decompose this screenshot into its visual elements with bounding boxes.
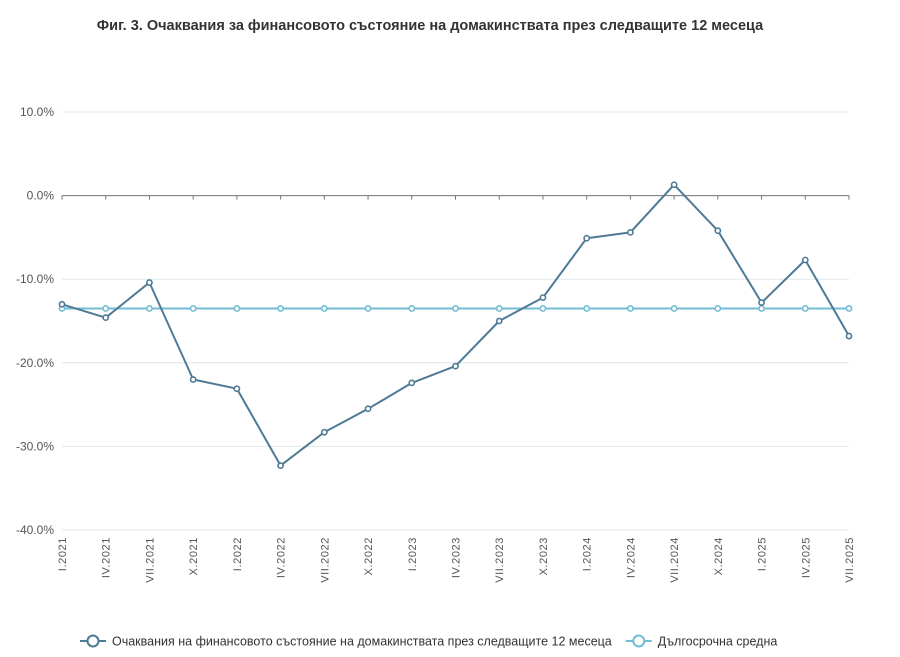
x-tick-label: I.2021 xyxy=(57,537,69,571)
legend-label: Очаквания на финансовото състояние на до… xyxy=(112,635,612,649)
y-tick-label: 10.0% xyxy=(20,105,54,119)
legend-item[interactable]: Дългосрочна средна xyxy=(625,634,778,649)
data-point[interactable] xyxy=(539,305,547,312)
data-point[interactable] xyxy=(670,305,678,312)
x-tick-label: IV.2021 xyxy=(101,537,113,578)
data-point[interactable] xyxy=(189,305,197,312)
x-tick-label: I.2022 xyxy=(232,537,244,571)
data-point[interactable] xyxy=(58,300,66,308)
data-point[interactable] xyxy=(452,362,459,370)
legend[interactable]: Очаквания на финансовото състояние на до… xyxy=(80,634,778,649)
x-tick-label: I.2025 xyxy=(757,537,769,571)
x-tick-label: VII.2024 xyxy=(669,537,681,583)
data-point[interactable] xyxy=(408,305,416,312)
x-tick-label: VII.2023 xyxy=(494,537,506,583)
series-line xyxy=(61,183,850,467)
data-point[interactable] xyxy=(758,299,765,307)
data-point[interactable] xyxy=(626,305,634,312)
y-tick-label: -30.0% xyxy=(16,439,54,453)
x-axis: I.2021 IV.2021 VII.2021 X.2021 I.2022 IV.2022… xyxy=(57,195,856,583)
series-long-term-average xyxy=(58,305,853,312)
data-point[interactable] xyxy=(495,305,503,312)
chart-title: Фиг. 3. Очаквания за финансовото състоян… xyxy=(97,18,764,34)
data-point[interactable] xyxy=(539,294,547,301)
data-point[interactable] xyxy=(189,376,197,383)
legend-marker xyxy=(632,634,646,648)
series-expectations xyxy=(58,181,853,470)
grid-lines xyxy=(62,111,849,531)
x-tick-label: I.2024 xyxy=(582,537,594,571)
y-tick-label: -20.0% xyxy=(16,356,54,370)
data-point[interactable] xyxy=(845,305,853,312)
y-tick-label: -40.0% xyxy=(16,523,54,537)
data-point[interactable] xyxy=(452,305,459,312)
data-point[interactable] xyxy=(320,305,328,312)
x-tick-label: X.2024 xyxy=(713,537,725,575)
data-point[interactable] xyxy=(277,462,285,470)
data-point[interactable] xyxy=(714,305,722,312)
x-tick-label: VII.2022 xyxy=(319,537,331,583)
y-axis: 10.0% 0.0% -10.0% -20.0% -30.0% -40.0% xyxy=(16,105,54,537)
data-point[interactable] xyxy=(320,428,328,436)
data-point[interactable] xyxy=(670,181,678,189)
data-point[interactable] xyxy=(583,234,591,242)
y-tick-label: -10.0% xyxy=(16,272,54,286)
data-point[interactable] xyxy=(801,256,809,264)
data-point[interactable] xyxy=(714,227,722,235)
x-tick-label: IV.2023 xyxy=(451,537,463,578)
data-point[interactable] xyxy=(408,379,416,387)
data-point[interactable] xyxy=(583,305,591,312)
data-point[interactable] xyxy=(146,305,153,312)
x-tick-label: X.2021 xyxy=(188,537,200,575)
x-tick-label: VII.2021 xyxy=(144,537,156,583)
data-point[interactable] xyxy=(233,385,241,393)
data-point[interactable] xyxy=(146,279,153,286)
data-point[interactable] xyxy=(626,228,634,236)
x-tick-label: IV.2024 xyxy=(625,537,637,578)
series-layer xyxy=(58,181,853,470)
x-tick-label: VII.2025 xyxy=(844,537,856,583)
data-point[interactable] xyxy=(758,305,765,312)
legend-label: Дългосрочна средна xyxy=(658,635,778,649)
data-point[interactable] xyxy=(364,405,372,413)
data-point[interactable] xyxy=(845,332,853,340)
x-tick-label: X.2023 xyxy=(538,537,550,575)
y-tick-label: 0.0% xyxy=(27,189,55,203)
data-point[interactable] xyxy=(364,305,372,312)
data-point[interactable] xyxy=(801,305,809,312)
x-tick-label: IV.2025 xyxy=(800,537,812,578)
data-point[interactable] xyxy=(233,305,241,312)
legend-item[interactable]: Очаквания на финансовото състояние на до… xyxy=(80,634,612,649)
x-tick-label: IV.2022 xyxy=(276,537,288,578)
data-point[interactable] xyxy=(495,317,503,325)
x-tick-label: X.2022 xyxy=(363,537,375,575)
x-tick-label: I.2023 xyxy=(407,537,419,571)
data-point[interactable] xyxy=(102,305,110,312)
data-point[interactable] xyxy=(277,305,285,312)
legend-marker xyxy=(86,634,100,648)
data-point[interactable] xyxy=(102,314,110,322)
